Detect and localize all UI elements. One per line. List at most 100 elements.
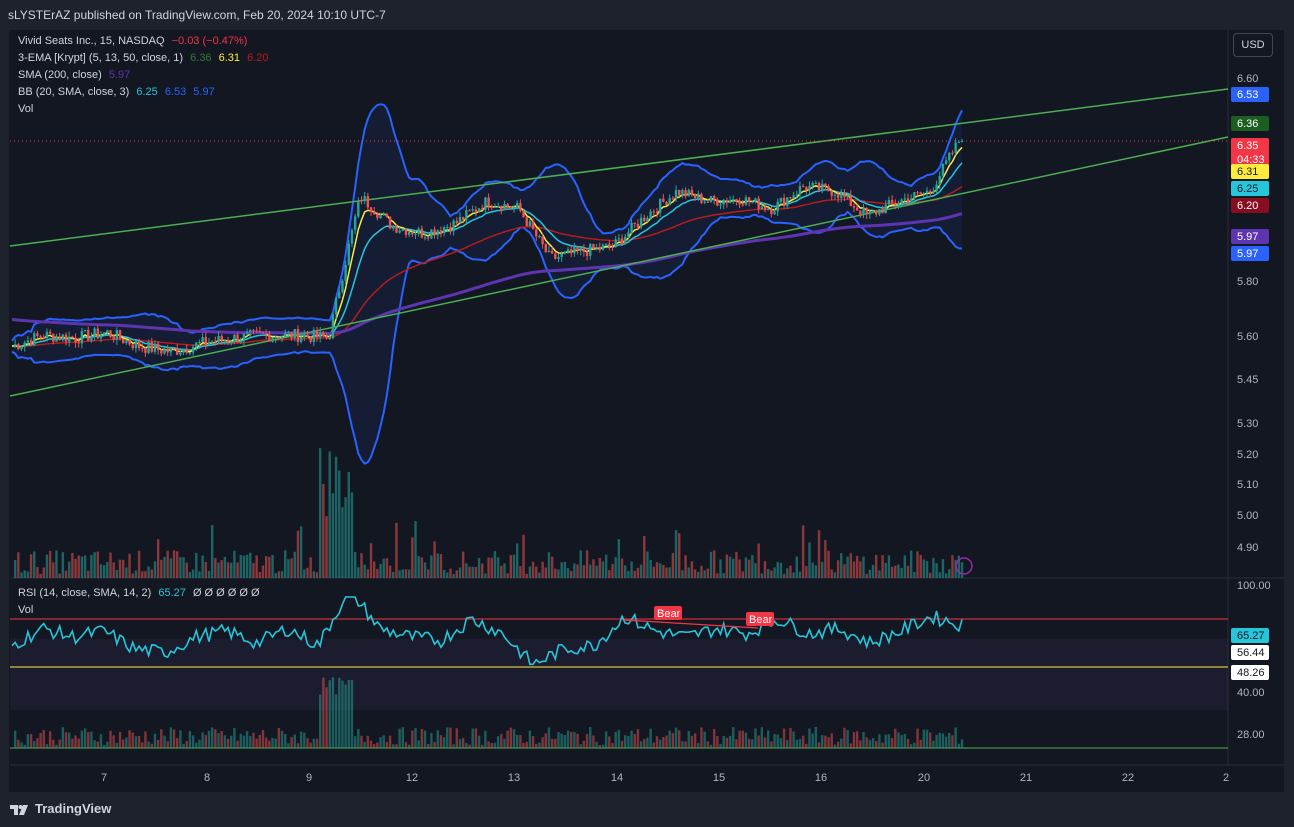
rsi-vol-legend[interactable]: Vol: [18, 604, 37, 616]
volume-bar: [239, 554, 242, 578]
currency-button[interactable]: USD: [1233, 33, 1273, 57]
candle-body: [131, 344, 134, 349]
rsi-volume-bar: [341, 680, 344, 748]
candle-body: [160, 349, 163, 354]
candle-body: [331, 314, 335, 339]
volume-bar: [566, 568, 570, 578]
volume-bar: [461, 551, 465, 578]
candle-body: [544, 244, 547, 253]
rsi-volume-bar: [681, 741, 684, 748]
volume-bar: [341, 507, 344, 578]
volume-bar: [328, 451, 331, 578]
candle-body: [207, 342, 211, 346]
vol-legend[interactable]: Vol: [18, 103, 37, 115]
volume-bar: [665, 567, 668, 578]
volume-bar: [601, 561, 605, 578]
candle-body: [598, 246, 601, 250]
rsi-volume-bar: [855, 731, 859, 748]
volume-bar: [112, 562, 115, 578]
candle-body: [909, 198, 913, 203]
volume-bar: [220, 560, 223, 578]
rsi-tick-label: 28.00: [1237, 729, 1265, 741]
rsi-volume-bar: [115, 742, 119, 748]
candle-body: [798, 186, 802, 195]
candle-body: [579, 247, 582, 251]
rsi-volume-bar: [766, 730, 770, 748]
rsi-volume-bar: [579, 744, 582, 748]
volume-bar: [455, 570, 459, 578]
chart-frame[interactable]: [9, 30, 1284, 792]
sma-legend[interactable]: SMA (200, close) 5.97: [18, 69, 134, 81]
rsi-volume-bar: [751, 739, 754, 748]
candle-body: [169, 347, 173, 353]
candle-body: [328, 338, 331, 340]
rsi-volume-bar: [477, 735, 481, 748]
candle-body: [595, 246, 598, 249]
candle-body: [341, 280, 344, 293]
candle-body: [652, 211, 656, 213]
volume-bar: [322, 484, 325, 578]
rsi-volume-bar: [461, 737, 465, 748]
volume-bar: [684, 555, 687, 578]
rsi-volume-bar: [811, 733, 814, 748]
volume-bar: [884, 562, 887, 578]
rsi-volume-bar: [118, 731, 122, 748]
candle-body: [137, 341, 141, 349]
candle-body: [862, 208, 865, 215]
rsi-volume-bar: [382, 735, 385, 748]
volume-bar: [674, 529, 678, 578]
rsi-volume-bar: [868, 739, 872, 748]
tradingview-logo[interactable]: TradingView: [9, 801, 111, 816]
rsi-volume-bar: [824, 735, 827, 748]
rsi-volume-bar: [439, 735, 443, 748]
bb-legend[interactable]: BB (20, SMA, close, 3) 6.25 6.53 5.97: [18, 86, 219, 98]
candle-body: [427, 237, 430, 239]
volume-bar: [204, 562, 208, 578]
rsi-volume-bar: [960, 739, 964, 748]
rsi-tag: [1231, 628, 1269, 643]
volume-bar: [544, 567, 547, 578]
volume-bar: [862, 556, 865, 578]
candle-body: [665, 201, 668, 206]
candle-body: [913, 192, 916, 199]
rsi-volume-bar: [925, 729, 929, 748]
candle-body: [312, 330, 316, 342]
rsi-volume-bar: [620, 740, 624, 748]
price-tick-label: 5.45: [1237, 374, 1258, 386]
candle-body: [563, 251, 567, 254]
volume-bar: [153, 561, 157, 578]
volume-bar: [379, 563, 382, 578]
candle-body: [71, 336, 74, 338]
rsi-legend[interactable]: RSI (14, close, SMA, 14, 2) 65.27 Ø Ø Ø …: [18, 587, 264, 599]
time-tick-label: 15: [713, 772, 725, 784]
candle-body: [280, 336, 284, 340]
volume-bar: [284, 550, 287, 578]
candle-body: [890, 199, 894, 203]
candle-body: [17, 344, 20, 350]
candle-body: [252, 330, 255, 332]
volume-bar: [821, 561, 824, 578]
candle-body: [287, 332, 290, 334]
candle-body: [465, 210, 468, 220]
volume-bar: [941, 559, 945, 578]
volume-bar: [719, 559, 722, 578]
volume-bar: [875, 554, 878, 578]
rsi-volume-bar: [245, 731, 249, 748]
ema-legend[interactable]: 3-EMA [Krypt] (5, 13, 50, close, 1) 6.36…: [18, 52, 273, 64]
rsi-volume-bar: [569, 731, 573, 748]
candle-body: [277, 337, 281, 340]
candle-body: [770, 208, 773, 215]
candle-body: [801, 186, 805, 188]
candle-body: [369, 207, 373, 212]
price-tick-label: 5.10: [1237, 479, 1258, 491]
rsi-volume-bar: [716, 736, 719, 748]
volume-bar: [490, 557, 493, 578]
volume-bar: [77, 555, 80, 578]
candle-body: [566, 249, 570, 252]
candle-body: [957, 142, 961, 144]
volume-bar: [519, 566, 522, 578]
price-tag: [1231, 164, 1269, 179]
rsi-volume-bar: [39, 732, 42, 748]
bear-label-box: [654, 606, 682, 620]
